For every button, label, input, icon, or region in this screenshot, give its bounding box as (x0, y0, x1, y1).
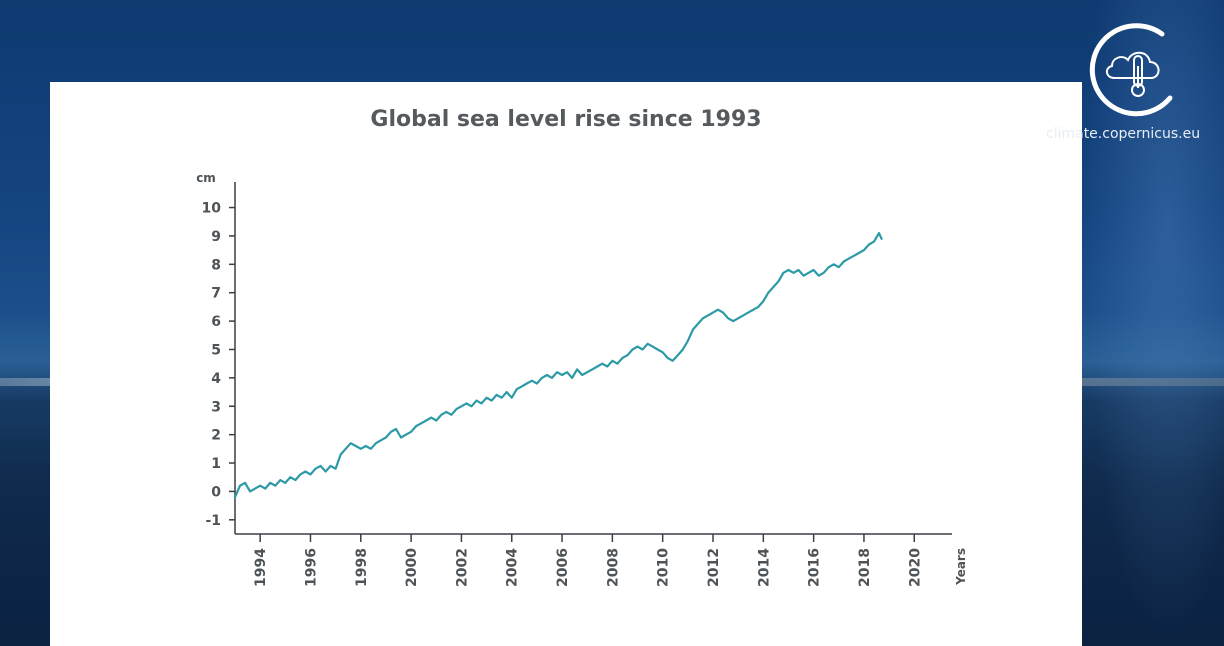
y-tick-label: 3 (211, 399, 221, 415)
x-tick-label: 2006 (555, 548, 571, 587)
chart-title: Global sea level rise since 1993 (370, 107, 761, 132)
y-tick-label: 7 (211, 286, 221, 302)
x-tick-label: 2014 (756, 548, 772, 587)
y-tick-label: 9 (211, 229, 221, 245)
y-tick-label: 0 (211, 484, 221, 500)
x-tick-label: 2012 (706, 548, 722, 587)
x-tick-label: 1996 (303, 548, 319, 587)
chart-panel: Global sea level rise since 1993 cm -1 0 1… (50, 82, 1082, 646)
x-tick-label: 2020 (907, 548, 923, 587)
y-tick-label: 4 (211, 371, 221, 387)
sea-level-chart: Global sea level rise since 1993 cm -1 0 1… (196, 107, 968, 587)
x-tick-label: 2002 (454, 548, 470, 587)
series-layer (233, 232, 883, 499)
y-tick-label: 5 (211, 342, 221, 358)
site-url: climate.copernicus.eu (1046, 126, 1201, 142)
y-tick-label: 6 (211, 314, 221, 330)
y-axis-unit-label: cm (196, 171, 216, 185)
sea-level-series-line (233, 232, 883, 499)
x-tick-label: 2018 (857, 548, 873, 587)
y-tick-label: -1 (205, 513, 221, 529)
y-tick-label: 2 (211, 428, 221, 444)
y-tick-label: 1 (211, 456, 221, 472)
cloud-thermometer-icon (1089, 23, 1173, 117)
x-tick-label: 1994 (253, 548, 269, 587)
chart-axes (234, 182, 952, 535)
y-axis-ticks: -1 0 1 2 3 4 5 6 7 8 9 10 (202, 201, 235, 529)
x-tick-label: 2000 (404, 548, 420, 587)
y-tick-label: 8 (211, 257, 221, 273)
x-tick-label: 2010 (656, 548, 672, 587)
x-tick-label: 2008 (605, 548, 621, 587)
x-axis-ticks: 1994 1996 1998 2000 2002 2004 2006 2008 2010 2012… (253, 534, 923, 587)
x-axis-unit-label: Years (954, 548, 968, 586)
x-tick-label: 2016 (807, 548, 823, 587)
x-tick-label: 2004 (505, 548, 521, 587)
x-tick-label: 1998 (354, 548, 370, 587)
y-tick-label: 10 (202, 201, 222, 217)
